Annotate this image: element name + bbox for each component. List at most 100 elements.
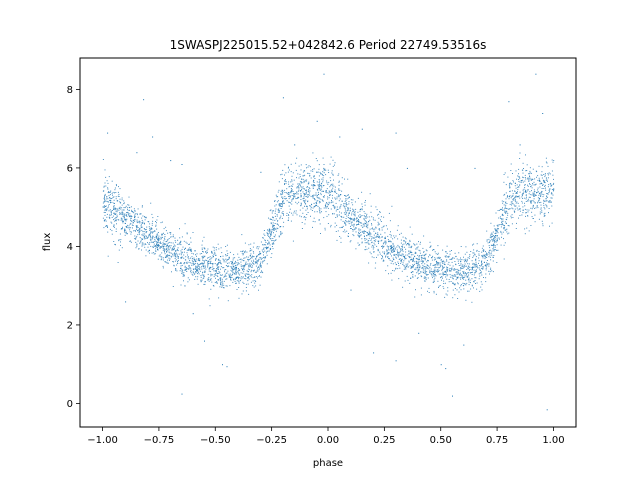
scatter-point xyxy=(457,298,459,299)
scatter-point xyxy=(191,259,193,261)
scatter-point xyxy=(478,251,480,252)
scatter-point xyxy=(375,262,377,264)
scatter-point xyxy=(419,273,421,274)
scatter-point xyxy=(234,268,235,270)
scatter-point xyxy=(392,244,394,246)
scatter-point xyxy=(319,188,321,189)
scatter-point xyxy=(232,259,234,261)
scatter-point xyxy=(253,270,255,272)
scatter-point xyxy=(169,254,171,256)
scatter-point xyxy=(228,256,230,258)
scatter-point xyxy=(185,247,186,249)
scatter-point xyxy=(225,258,227,260)
scatter-point xyxy=(466,261,468,263)
scatter-point xyxy=(115,219,117,221)
x-tick-label: −0.25 xyxy=(256,435,287,446)
scatter-point xyxy=(234,267,236,269)
scatter-point xyxy=(275,194,277,196)
scatter-point xyxy=(282,200,284,202)
scatter-point xyxy=(408,260,410,262)
scatter-point xyxy=(203,264,205,266)
scatter-point xyxy=(225,254,227,256)
scatter-point xyxy=(448,261,450,263)
scatter-point xyxy=(248,278,250,280)
scatter-point xyxy=(519,215,521,216)
scatter-point xyxy=(364,225,366,227)
scatter-point xyxy=(252,277,254,279)
scatter-point xyxy=(190,237,192,239)
scatter-point xyxy=(547,193,549,195)
scatter-point xyxy=(442,260,444,262)
scatter-point xyxy=(123,202,125,204)
scatter-point xyxy=(359,214,361,216)
scatter-point xyxy=(529,176,531,178)
scatter-point xyxy=(528,209,530,211)
scatter-point xyxy=(373,230,375,232)
scatter-point xyxy=(282,193,284,195)
scatter-point xyxy=(345,199,347,201)
scatter-point xyxy=(371,224,373,226)
scatter-point xyxy=(258,258,260,260)
scatter-point xyxy=(434,266,436,268)
scatter-point xyxy=(438,262,440,264)
scatter-point xyxy=(129,240,131,242)
scatter-point xyxy=(395,132,397,134)
scatter-point xyxy=(296,198,298,199)
scatter-point xyxy=(285,172,287,174)
scatter-point xyxy=(492,260,494,262)
scatter-point xyxy=(423,251,424,253)
scatter-point xyxy=(272,226,274,228)
scatter-point xyxy=(106,180,108,182)
scatter-point xyxy=(475,277,477,279)
scatter-point xyxy=(232,281,234,283)
scatter-point xyxy=(297,193,299,195)
scatter-point xyxy=(250,271,252,273)
scatter-point xyxy=(508,101,510,103)
scatter-point xyxy=(421,267,423,269)
scatter-point xyxy=(226,272,228,274)
scatter-point xyxy=(519,152,521,154)
scatter-point xyxy=(302,198,304,200)
scatter-point xyxy=(198,265,200,267)
scatter-point xyxy=(421,276,423,278)
scatter-point xyxy=(308,190,310,192)
scatter-point xyxy=(392,270,394,271)
scatter-point xyxy=(402,236,404,238)
scatter-point xyxy=(123,217,125,219)
scatter-point xyxy=(338,184,340,186)
scatter-point xyxy=(542,225,544,227)
scatter-point xyxy=(271,210,273,212)
scatter-point xyxy=(341,216,343,218)
scatter-point xyxy=(457,272,459,274)
scatter-point xyxy=(416,260,417,262)
scatter-point xyxy=(138,220,140,222)
scatter-point xyxy=(111,233,113,235)
scatter-point xyxy=(335,217,337,218)
scatter-point xyxy=(220,268,221,270)
scatter-point xyxy=(181,236,183,238)
scatter-point xyxy=(552,184,554,185)
scatter-point xyxy=(377,234,379,236)
scatter-point xyxy=(197,263,199,265)
scatter-point xyxy=(424,276,426,278)
scatter-point xyxy=(187,254,188,256)
scatter-point xyxy=(359,221,361,223)
scatter-point xyxy=(300,190,302,192)
scatter-point xyxy=(495,241,497,243)
scatter-point xyxy=(298,197,300,199)
scatter-point xyxy=(468,265,470,267)
scatter-point xyxy=(235,277,237,279)
scatter-point xyxy=(523,168,524,169)
scatter-point xyxy=(174,237,176,239)
scatter-point xyxy=(433,290,435,292)
scatter-point xyxy=(504,172,506,174)
scatter-point xyxy=(532,183,534,184)
scatter-point xyxy=(503,209,505,211)
scatter-point xyxy=(231,262,233,263)
scatter-point xyxy=(511,202,513,204)
scatter-point xyxy=(330,183,332,185)
scatter-point xyxy=(473,263,475,265)
scatter-point xyxy=(263,233,265,235)
scatter-point xyxy=(360,222,362,224)
scatter-point xyxy=(313,180,315,182)
